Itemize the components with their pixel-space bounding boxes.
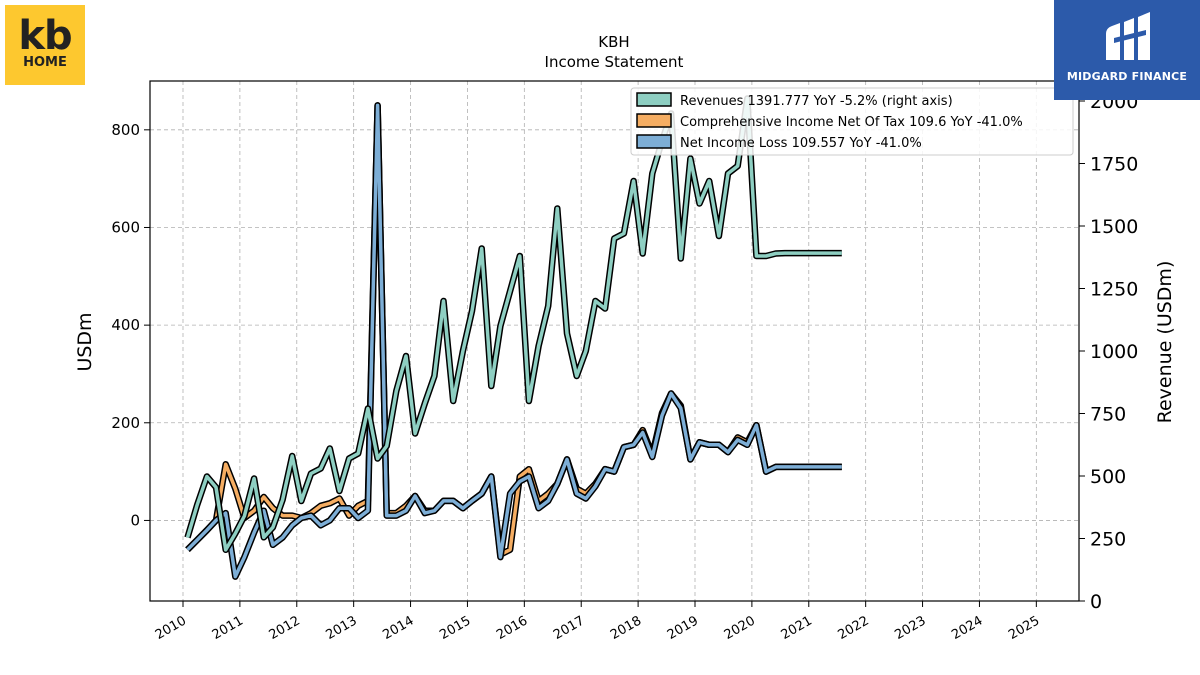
x-tick-label: 2014: [380, 613, 416, 643]
x-tick-label: 2018: [608, 613, 644, 643]
y-tick-label: 600: [111, 218, 140, 236]
midgard-finance-logo: MIDGARD FINANCE: [1054, 0, 1200, 100]
x-tick-label: 2021: [779, 613, 815, 643]
legend-box: [630, 87, 1074, 156]
series-line-net-income-loss: [186, 103, 842, 579]
series-line-revenues: [185, 96, 842, 552]
y-right-tick-label: 1250: [1090, 279, 1138, 301]
y-right-tick-label: 0: [1090, 591, 1102, 613]
y-tick-label: 200: [111, 414, 140, 432]
x-tick-label: 2019: [665, 613, 701, 643]
x-tick-label: 2017: [551, 613, 587, 643]
x-tick-label: 2023: [892, 613, 928, 643]
y-axis-right-label: Revenue (USDm): [1154, 261, 1176, 424]
x-tick-label: 2020: [722, 613, 758, 643]
x-tick-label: 2010: [153, 613, 189, 643]
x-tick-label: 2015: [437, 613, 473, 643]
kb-home-logo: kb HOME: [5, 5, 85, 85]
y-right-tick-label: 1750: [1090, 154, 1138, 176]
x-tick-label: 2013: [324, 613, 360, 643]
kb-logo-word: kb: [18, 13, 72, 59]
y-right-tick-label: 250: [1090, 529, 1126, 551]
legend-swatch-comprehensive-income: [636, 113, 672, 128]
y-tick-label: 0: [130, 511, 140, 529]
x-tick-label: 2011: [210, 613, 246, 643]
plot-frame: [149, 80, 1080, 602]
series-layer: [184, 95, 842, 580]
midgard-logo-text: MIDGARD FINANCE: [1066, 70, 1188, 83]
midgard-logo-icon: [1106, 12, 1150, 60]
legend-label-revenues: Revenues 1391.777 YoY -5.2% (right axis): [680, 94, 953, 109]
x-tick-label: 2025: [1006, 613, 1042, 643]
legend-label-net-income: Net Income Loss 109.557 YoY -41.0%: [680, 136, 922, 151]
y-right-tick-label: 750: [1090, 404, 1126, 426]
y-right-tick-label: 1500: [1090, 216, 1138, 238]
legend-swatch-revenues: [636, 92, 672, 107]
legend-label-comprehensive-income: Comprehensive Income Net Of Tax 109.6 Yo…: [680, 115, 1023, 130]
grid-lines: [150, 81, 1079, 601]
x-tick-label: 2024: [949, 613, 985, 643]
chart-title: KBH: [598, 33, 629, 51]
left-axis: 0 200 400 600 800: [111, 121, 150, 529]
x-tick-label: 2016: [494, 613, 530, 643]
legend: Revenues 1391.777 YoY -5.2% (right axis)…: [630, 87, 1074, 156]
chart-subtitle: Income Statement: [545, 53, 684, 71]
y-right-tick-label: 1000: [1090, 341, 1138, 363]
x-tick-label: 2012: [267, 613, 303, 643]
kb-logo-sub: HOME: [23, 55, 67, 70]
y-tick-label: 800: [111, 121, 140, 139]
x-axis: 2010 2011 2012 2013 2014 2015 2016 2017 2018 2019…: [153, 601, 1042, 643]
x-tick-label: 2022: [836, 613, 872, 643]
y-axis-label: USDm: [74, 312, 96, 371]
y-right-tick-label: 500: [1090, 466, 1126, 488]
legend-swatch-net-income: [636, 134, 672, 149]
y-tick-label: 400: [111, 316, 140, 334]
